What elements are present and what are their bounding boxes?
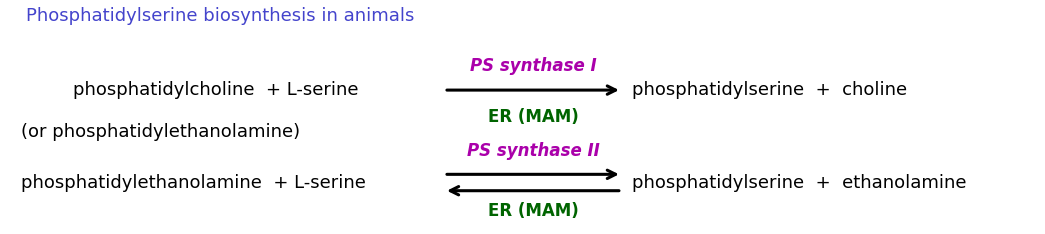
Text: phosphatidylserine  +  choline: phosphatidylserine + choline bbox=[632, 81, 907, 99]
Text: phosphatidylcholine  + L-serine: phosphatidylcholine + L-serine bbox=[73, 81, 358, 99]
Text: PS synthase I: PS synthase I bbox=[469, 57, 597, 74]
Text: PS synthase II: PS synthase II bbox=[466, 142, 600, 160]
Text: ER (MAM): ER (MAM) bbox=[488, 202, 578, 219]
Text: phosphatidylethanolamine  + L-serine: phosphatidylethanolamine + L-serine bbox=[21, 174, 366, 191]
Text: phosphatidylserine  +  ethanolamine: phosphatidylserine + ethanolamine bbox=[632, 174, 967, 191]
Text: Phosphatidylserine biosynthesis in animals: Phosphatidylserine biosynthesis in anima… bbox=[26, 7, 415, 25]
Text: (or phosphatidylethanolamine): (or phosphatidylethanolamine) bbox=[21, 123, 300, 141]
Text: ER (MAM): ER (MAM) bbox=[488, 108, 578, 126]
